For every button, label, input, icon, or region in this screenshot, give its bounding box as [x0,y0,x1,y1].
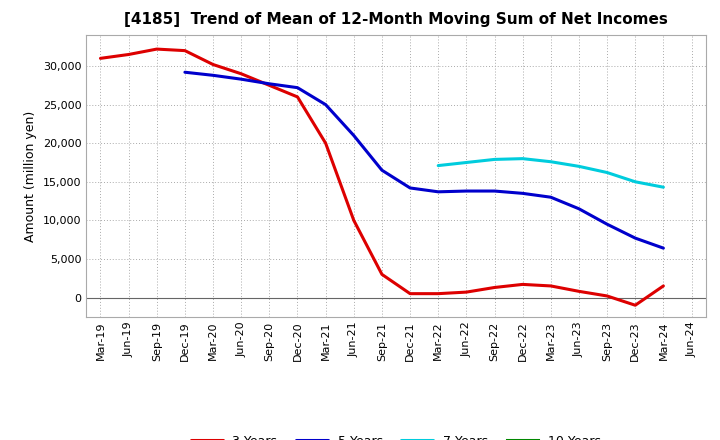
3 Years [575,289,583,294]
3 Years [490,285,499,290]
3 Years [321,140,330,146]
3 Years [153,47,161,52]
5 Years [603,222,611,227]
3 Years [181,48,189,53]
3 Years [546,283,555,289]
7 Years [462,160,471,165]
3 Years [209,62,217,67]
Line: 5 Years: 5 Years [185,72,663,248]
7 Years [603,170,611,175]
7 Years [434,163,443,168]
5 Years [659,246,667,251]
5 Years [265,81,274,86]
3 Years [377,272,386,277]
7 Years [659,184,667,190]
3 Years [125,52,133,57]
3 Years [349,218,358,223]
Y-axis label: Amount (million yen): Amount (million yen) [24,110,37,242]
3 Years [518,282,527,287]
3 Years [406,291,415,296]
5 Years [349,133,358,138]
3 Years [659,283,667,289]
3 Years [293,94,302,99]
Line: 3 Years: 3 Years [101,49,663,305]
Line: 7 Years: 7 Years [438,159,663,187]
5 Years [209,73,217,78]
5 Years [181,70,189,75]
7 Years [490,157,499,162]
7 Years [575,164,583,169]
7 Years [546,159,555,165]
7 Years [631,179,639,184]
5 Years [321,102,330,107]
3 Years [237,71,246,77]
Legend: 3 Years, 5 Years, 7 Years, 10 Years: 3 Years, 5 Years, 7 Years, 10 Years [186,430,606,440]
3 Years [631,303,639,308]
3 Years [603,293,611,299]
5 Years [631,235,639,241]
3 Years [434,291,443,296]
5 Years [406,185,415,191]
5 Years [575,206,583,212]
5 Years [490,188,499,194]
5 Years [546,194,555,200]
7 Years [518,156,527,161]
5 Years [518,191,527,196]
3 Years [265,83,274,88]
5 Years [293,85,302,90]
5 Years [434,189,443,194]
5 Years [377,168,386,173]
5 Years [462,188,471,194]
3 Years [96,56,105,61]
3 Years [462,290,471,295]
Title: [4185]  Trend of Mean of 12-Month Moving Sum of Net Incomes: [4185] Trend of Mean of 12-Month Moving … [124,12,668,27]
5 Years [237,77,246,82]
